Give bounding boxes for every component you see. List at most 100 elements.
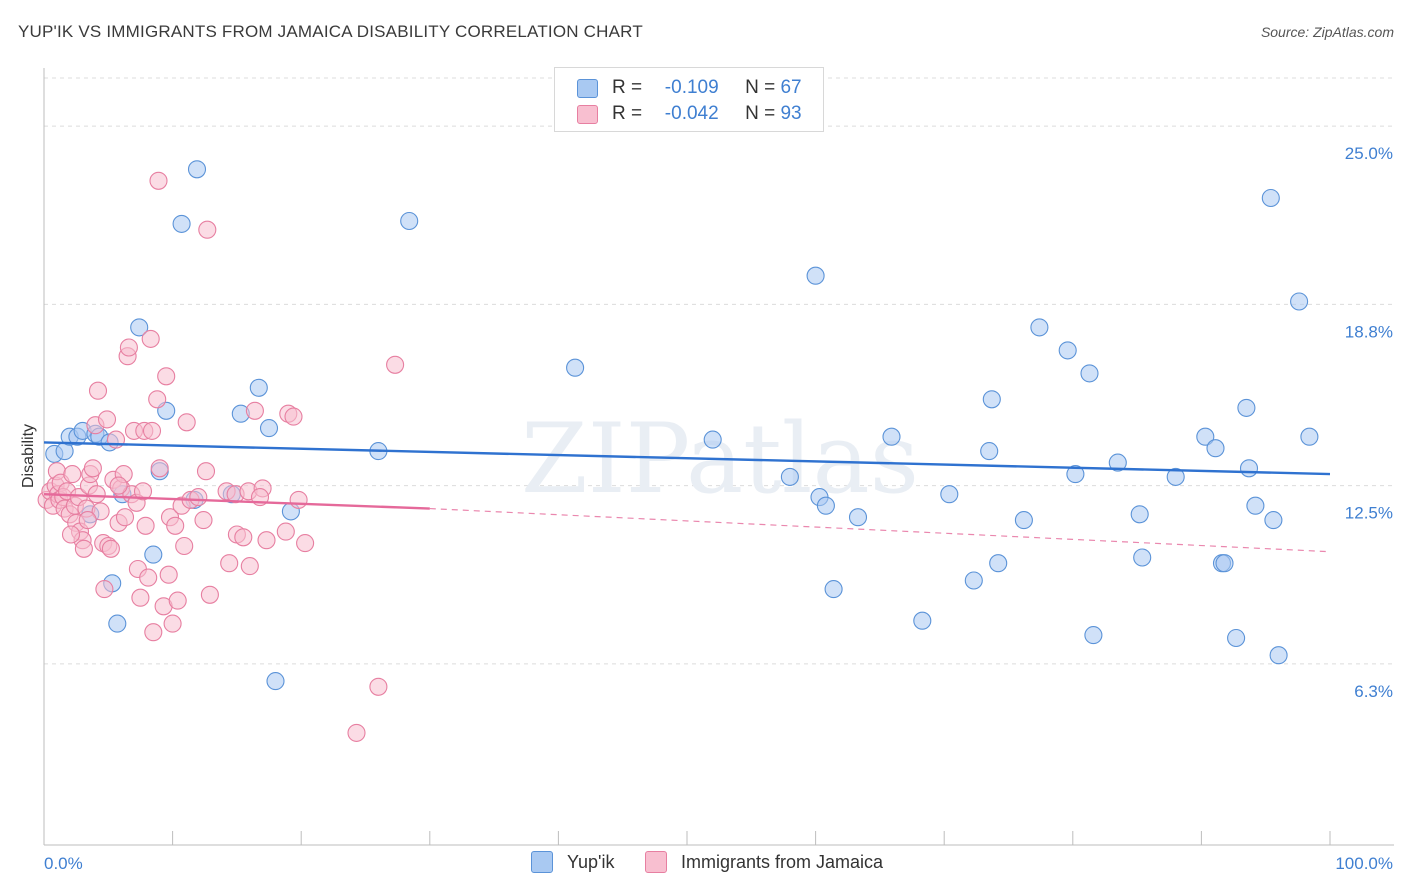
point-yupik [1080,364,1099,383]
y-tick-labels: 6.3% 12.5% 18.8% 25.0% [1345,144,1393,701]
point-jamaica [198,220,217,239]
point-jamaica [148,390,167,409]
point-yupik [980,442,999,461]
point-jamaica [88,381,108,400]
point-jamaica [257,531,276,550]
point-yupik [1066,465,1085,484]
point-yupik [1237,398,1256,417]
bottom-legend-jamaica: Immigrants from Jamaica [645,851,883,873]
point-yupik [1130,505,1149,524]
point-yupik [824,580,843,599]
point-jamaica [141,329,160,348]
legend-n-value: 67 [780,77,802,98]
point-jamaica [61,525,81,544]
scatter-points [37,160,1319,742]
legend-n-label: N = [745,77,776,98]
point-jamaica [296,534,315,553]
point-yupik [1133,548,1152,567]
legend-row-yupik: R = -0.109 N = 67 [577,76,802,100]
point-yupik [703,430,722,449]
point-yupik [1227,628,1246,648]
legend-swatch-jamaica [577,104,598,124]
legend-r-label: R = [612,103,643,124]
point-jamaica [369,677,388,696]
legend-r-value: -0.109 [664,77,719,98]
point-jamaica [196,462,216,481]
point-jamaica [150,459,169,478]
point-yupik [964,571,983,590]
trend-line-yupik [43,441,1331,476]
point-jamaica [189,488,208,507]
point-yupik [1215,554,1234,573]
point-yupik [1206,439,1225,458]
point-yupik [848,508,868,527]
point-jamaica [234,528,253,547]
point-jamaica [83,459,102,478]
point-yupik [1166,467,1185,486]
point-jamaica [133,482,153,501]
legend-r-label: R = [612,77,643,98]
point-jamaica [200,585,219,604]
point-jamaica [115,508,135,527]
point-jamaica [149,171,168,190]
legend-r-value: -0.042 [664,103,719,124]
point-yupik [1108,453,1127,472]
point-jamaica [119,338,138,357]
point-yupik [1084,626,1103,645]
point-jamaica [78,511,97,530]
trend-line-jamaica-extension [429,507,1331,553]
point-yupik [130,318,149,337]
point-yupik [144,545,163,564]
point-jamaica [144,623,163,642]
axes [43,68,1394,846]
bottom-legend-label: Immigrants from Jamaica [681,851,884,872]
point-jamaica [131,588,150,607]
point-yupik [1269,646,1288,665]
point-jamaica [97,410,117,429]
point-jamaica [220,554,239,573]
point-yupik [400,211,419,231]
legend-n-value: 93 [780,103,802,124]
point-jamaica [284,407,303,426]
point-yupik [1264,511,1283,530]
point-yupik [780,467,799,486]
x-tick-label: 0.0% [44,854,83,873]
trend-line-jamaica [43,492,430,510]
point-yupik [982,390,1001,409]
point-jamaica [163,614,182,633]
point-yupik [913,611,932,630]
x-tick-label: 100.0% [1335,854,1393,873]
chart-title: YUP'IK VS IMMIGRANTS FROM JAMAICA DISABI… [18,22,643,41]
point-yupik [882,427,901,446]
y-tick-label: 18.8% [1345,322,1393,341]
point-yupik [566,358,585,377]
point-jamaica [168,591,187,610]
point-jamaica [109,476,128,495]
point-jamaica [157,367,176,386]
point-jamaica [63,465,82,484]
legend: R = -0.109 N = 67 R = -0.042 N = 93 [554,67,824,132]
point-jamaica [276,522,295,541]
point-yupik [172,214,191,233]
point-yupik [816,496,835,515]
bottom-legend-swatch-yupik [531,851,553,873]
bottom-legend-swatch-jamaica [645,851,667,873]
point-yupik [187,160,207,179]
point-jamaica [240,557,259,576]
gridlines [44,77,1394,665]
point-jamaica [347,723,366,742]
point-yupik [989,554,1008,573]
point-jamaica [91,502,110,521]
legend-swatch-yupik [577,78,598,98]
y-tick-label: 6.3% [1354,682,1393,701]
source-label: Source: ZipAtlas.com [1260,24,1394,40]
point-jamaica [194,511,213,530]
point-jamaica [87,485,106,504]
point-yupik [1246,496,1265,515]
point-yupik [259,419,279,438]
point-yupik [940,485,959,504]
y-tick-label: 25.0% [1345,144,1393,163]
point-jamaica [386,355,405,374]
trend-lines [43,441,1331,553]
